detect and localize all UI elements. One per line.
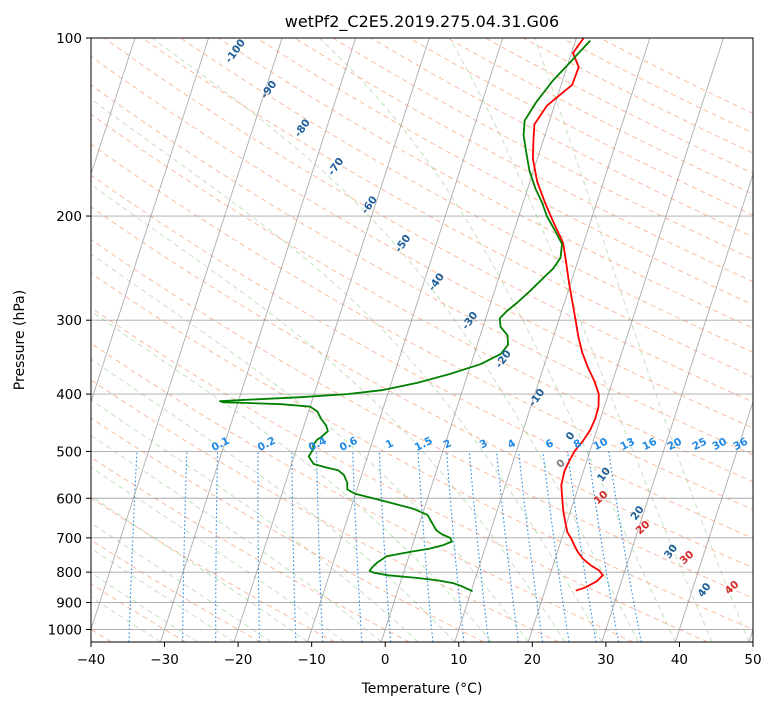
dry-adiabat-line [91, 417, 485, 642]
dewpoint-profile-line [219, 39, 591, 593]
mixing-ratio-line [446, 451, 465, 642]
moist-adiabat-line [91, 399, 419, 642]
mixing-ratio-label: 8 [572, 437, 584, 451]
mixing-ratio-line [468, 451, 490, 642]
isotherm-line [601, 172, 753, 642]
dry-adiabat-line [91, 307, 708, 642]
mixing-ratio-label: 20 [665, 436, 683, 453]
dry-adiabat-line [91, 539, 261, 642]
y-axis-label: Pressure (hPa) [12, 290, 28, 390]
isotherm-line [91, 38, 209, 404]
mixing-ratio-line [566, 451, 597, 642]
mixing-ratio-label: 36 [731, 436, 749, 453]
dry-adiabat-line [91, 143, 753, 511]
dry-adiabat-line [103, 38, 753, 403]
sounding-profiles [219, 38, 604, 593]
moist-adiabat-line [91, 183, 566, 642]
mixing-ratio-line [518, 451, 544, 642]
x-axis-ticks: −40 −30 −20 −10 0 10 20 30 40 50 [77, 642, 762, 668]
mixing-ratio-label: 4 [506, 437, 518, 451]
dry-adiabat-line [91, 84, 753, 456]
moist-adiabat-line [151, 38, 640, 642]
isotherm-line [527, 38, 724, 642]
x-tick-label: 20 [524, 652, 541, 668]
isotherm-line [674, 400, 753, 642]
x-axis-label: Temperature (°C) [361, 681, 483, 697]
mixing-ratio-label: 13 [618, 436, 636, 453]
plot-area: -100-90-80-70-60-50-40-30-20-10010203040… [91, 38, 753, 642]
moist-adiabat-line [318, 38, 676, 642]
moist-adiabat-line [91, 547, 235, 642]
isotherm-line [307, 38, 504, 642]
dry-adiabat-line [256, 38, 753, 306]
x-tick-label: 30 [597, 652, 614, 668]
moist-adiabat-line [448, 38, 713, 642]
moist-adiabat-line [91, 522, 272, 642]
mixing-ratio-label: 30 [710, 436, 728, 453]
isotherm-line [454, 38, 651, 642]
mixing-ratio-line [496, 451, 519, 642]
x-tick-label: 50 [744, 652, 761, 668]
y-tick-label: 500 [56, 444, 82, 460]
mixing-ratio-label: 1 [384, 437, 396, 451]
y-tick-label: 1000 [48, 622, 82, 638]
x-tick-label: 10 [450, 652, 467, 668]
mixing-ratio-label: 25 [690, 436, 708, 453]
moist-adiabat-line [91, 253, 529, 642]
pressure-gridlines [91, 38, 753, 630]
chart-title: wetPf2_C2E5.2019.275.04.31.G06 [285, 12, 559, 32]
y-tick-label: 300 [56, 313, 82, 329]
y-tick-label: 200 [56, 209, 82, 225]
dry-adiabat-line [91, 272, 753, 631]
y-tick-label: 900 [56, 595, 82, 611]
temperature-profile-line [532, 38, 604, 592]
isotherms [91, 38, 753, 642]
dry-adiabat-line [91, 342, 634, 642]
isotherm-line [91, 38, 136, 176]
plot-frame [90, 37, 754, 643]
dry-adiabat-line [180, 38, 753, 353]
isotherm-line [160, 38, 357, 642]
moist-adiabat-line [91, 358, 456, 642]
isotherm-line [91, 38, 283, 631]
x-tick-label: 0 [381, 652, 390, 668]
dry-adiabat-line [91, 174, 753, 539]
y-tick-label: 400 [56, 387, 82, 403]
x-tick-label: −30 [150, 652, 179, 668]
x-tick-label: −40 [77, 652, 106, 668]
y-axis-ticks: 100 200 300 400 500 600 700 800 900 1000 [48, 31, 91, 638]
mixing-ratio-label: 10 [591, 436, 609, 453]
mixing-ratio-label: 6 [544, 437, 556, 451]
moist-adiabat-line [91, 310, 492, 642]
moist-adiabat-line [534, 38, 750, 642]
moist-adiabat-line [91, 98, 603, 642]
dry-adiabat-line [91, 379, 559, 642]
mixing-ratio-line [587, 451, 620, 642]
x-tick-label: 40 [671, 652, 688, 668]
mixing-ratio-line [542, 451, 570, 642]
x-tick-label: −10 [297, 652, 326, 668]
x-tick-label: −20 [224, 652, 253, 668]
y-tick-label: 600 [56, 491, 82, 507]
y-tick-label: 700 [56, 531, 82, 547]
mixing-ratio-label: 3 [478, 437, 490, 451]
isotherm-line [380, 38, 577, 642]
isotherm-line [233, 38, 430, 642]
y-tick-label: 800 [56, 565, 82, 581]
moist-adiabat-line [91, 466, 345, 642]
mixing-ratio-label: 2 [442, 437, 454, 451]
mixing-ratio-label: 16 [640, 436, 658, 453]
y-tick-label: 100 [56, 31, 82, 47]
mixing-ratio-lines [128, 451, 642, 642]
